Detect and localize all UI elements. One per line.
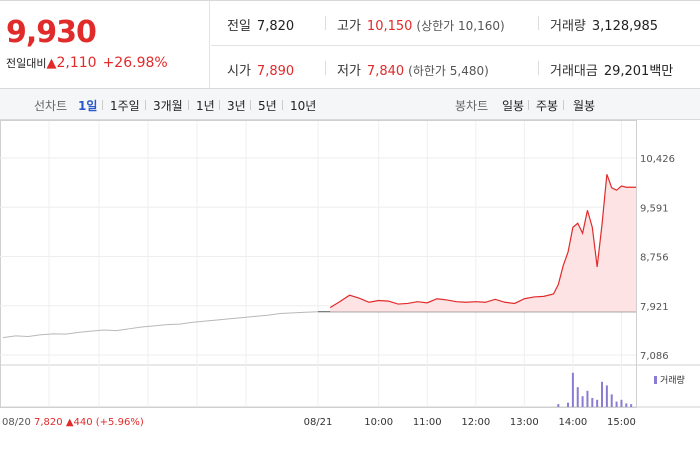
stat-prev-value: 7,820 [256,19,295,34]
stats-panel: 전일 7,820 고가 10,150 (상한가 10,160) 거래량 3,128,98… [211,1,700,89]
stat-amount-label: 거래대금 [550,64,598,79]
quote-header: 9,930 전일대비▲2,110 +26.98% 전일 7,820 고가 10,150… [0,0,700,89]
stat-low-limit: (하한가 5,480) [408,64,489,78]
tab-1week[interactable]: 1주일 [110,99,140,113]
tab-monthly-candle[interactable]: 월봉 [573,99,596,113]
chart-canvas: 10,426 9,591 8,756 7,921 7,086 08/21 10:00 11:0… [0,120,700,428]
volume-bar [591,398,594,407]
stat-volume-label: 거래량 [550,19,586,34]
stats-divider [211,45,700,46]
stat-high-limit: (상한가 10,160) [416,19,505,33]
prev-day-info-part: (+5.96%) [96,417,144,428]
x-tick-label: 14:00 [558,417,587,428]
x-tick-label: 13:00 [510,417,539,428]
stat-prev: 전일 7,820 [227,15,294,34]
volume-bar [601,381,604,407]
stat-prev-label: 전일 [227,19,251,34]
x-tick-label: 12:00 [461,417,490,428]
x-tick-label: 08/21 [304,417,333,428]
stat-high-value: 10,150 [366,19,413,34]
line-chart-label: 선차트 [34,99,68,113]
y-tick-label: 9,591 [640,203,669,214]
change-row: 전일대비▲2,110 +26.98% [6,55,168,71]
change-label: 전일대비 [6,57,47,70]
price-area [330,174,636,312]
prev-day-info: 08/20 7,820 ▲440 (+5.96%) [2,417,144,428]
volume-bar [620,399,623,407]
stat-amount-unit: 백만 [649,64,674,79]
volume-legend-swatch [654,376,657,384]
period-tabs: 선차트 1일 1주일 3개월 1년 3년 5년 10년 봉차트 일봉 주봉 월봉 [0,88,700,120]
tab-1year[interactable]: 1년 [196,99,215,113]
candle-chart-label: 봉차트 [455,99,489,113]
stat-amount: 거래대금 29,201백만 [538,60,674,79]
stat-open-value: 7,890 [256,64,295,79]
volume-legend: 거래량 [654,373,685,386]
prev-day-line [2,311,319,339]
y-tick-label: 10,426 [640,154,675,165]
x-tick-label: 10:00 [364,417,393,428]
volume-bar [586,390,589,407]
volume-legend-label: 거래량 [660,376,685,386]
stat-low-label: 저가 [337,64,361,79]
stat-open-label: 시가 [227,64,251,79]
prev-day-info-part: 08/20 [2,417,34,428]
stat-high: 고가 10,150 (상한가 10,160) [325,15,505,34]
stat-open: 시가 7,890 [227,60,294,79]
stat-volume-value: 3,128,985 [591,19,659,34]
current-price: 9,930 [6,15,97,50]
stat-low: 저가 7,840 (하한가 5,480) [325,60,489,79]
prev-day-info-part: 7,820 [34,417,66,428]
stat-amount-value: 29,201 [603,64,650,79]
prev-day-info-part: ▲440 [66,417,96,428]
tab-3month[interactable]: 3개월 [153,99,183,113]
x-tick-label: 15:00 [607,417,636,428]
stat-volume: 거래량 3,128,985 [538,15,659,34]
stat-high-label: 고가 [337,19,361,34]
volume-bar [625,403,628,407]
volume-bar [581,396,584,407]
y-tick-label: 7,921 [640,302,669,313]
volume-bar [605,385,608,407]
tab-3year[interactable]: 3년 [227,99,246,113]
price-panel: 9,930 전일대비▲2,110 +26.98% [0,1,210,89]
volume-bar [571,372,574,407]
volume-bar [567,402,570,407]
y-tick-label: 7,086 [640,351,669,362]
volume-bar [576,387,579,407]
up-arrow-icon: ▲ [46,56,57,71]
x-tick-label: 11:00 [413,417,442,428]
tab-10year[interactable]: 10년 [290,99,317,113]
volume-bar [630,404,633,407]
volume-bar [557,404,560,407]
tab-1day[interactable]: 1일 [78,99,98,113]
volume-bar [596,399,599,407]
tab-weekly-candle[interactable]: 주봉 [536,99,559,113]
y-tick-label: 8,756 [640,253,669,264]
volume-bar [615,401,618,407]
volume-bar [610,394,613,407]
change-percent: +26.98% [102,55,168,71]
price-line [329,174,636,309]
price-chart: 10,426 9,591 8,756 7,921 7,086 08/21 10:00 11:0… [0,120,700,450]
tab-daily-candle[interactable]: 일봉 [502,99,525,113]
stat-low-value: 7,840 [366,64,405,79]
change-amount: 2,110 [56,55,97,71]
tab-5year[interactable]: 5년 [258,99,277,113]
